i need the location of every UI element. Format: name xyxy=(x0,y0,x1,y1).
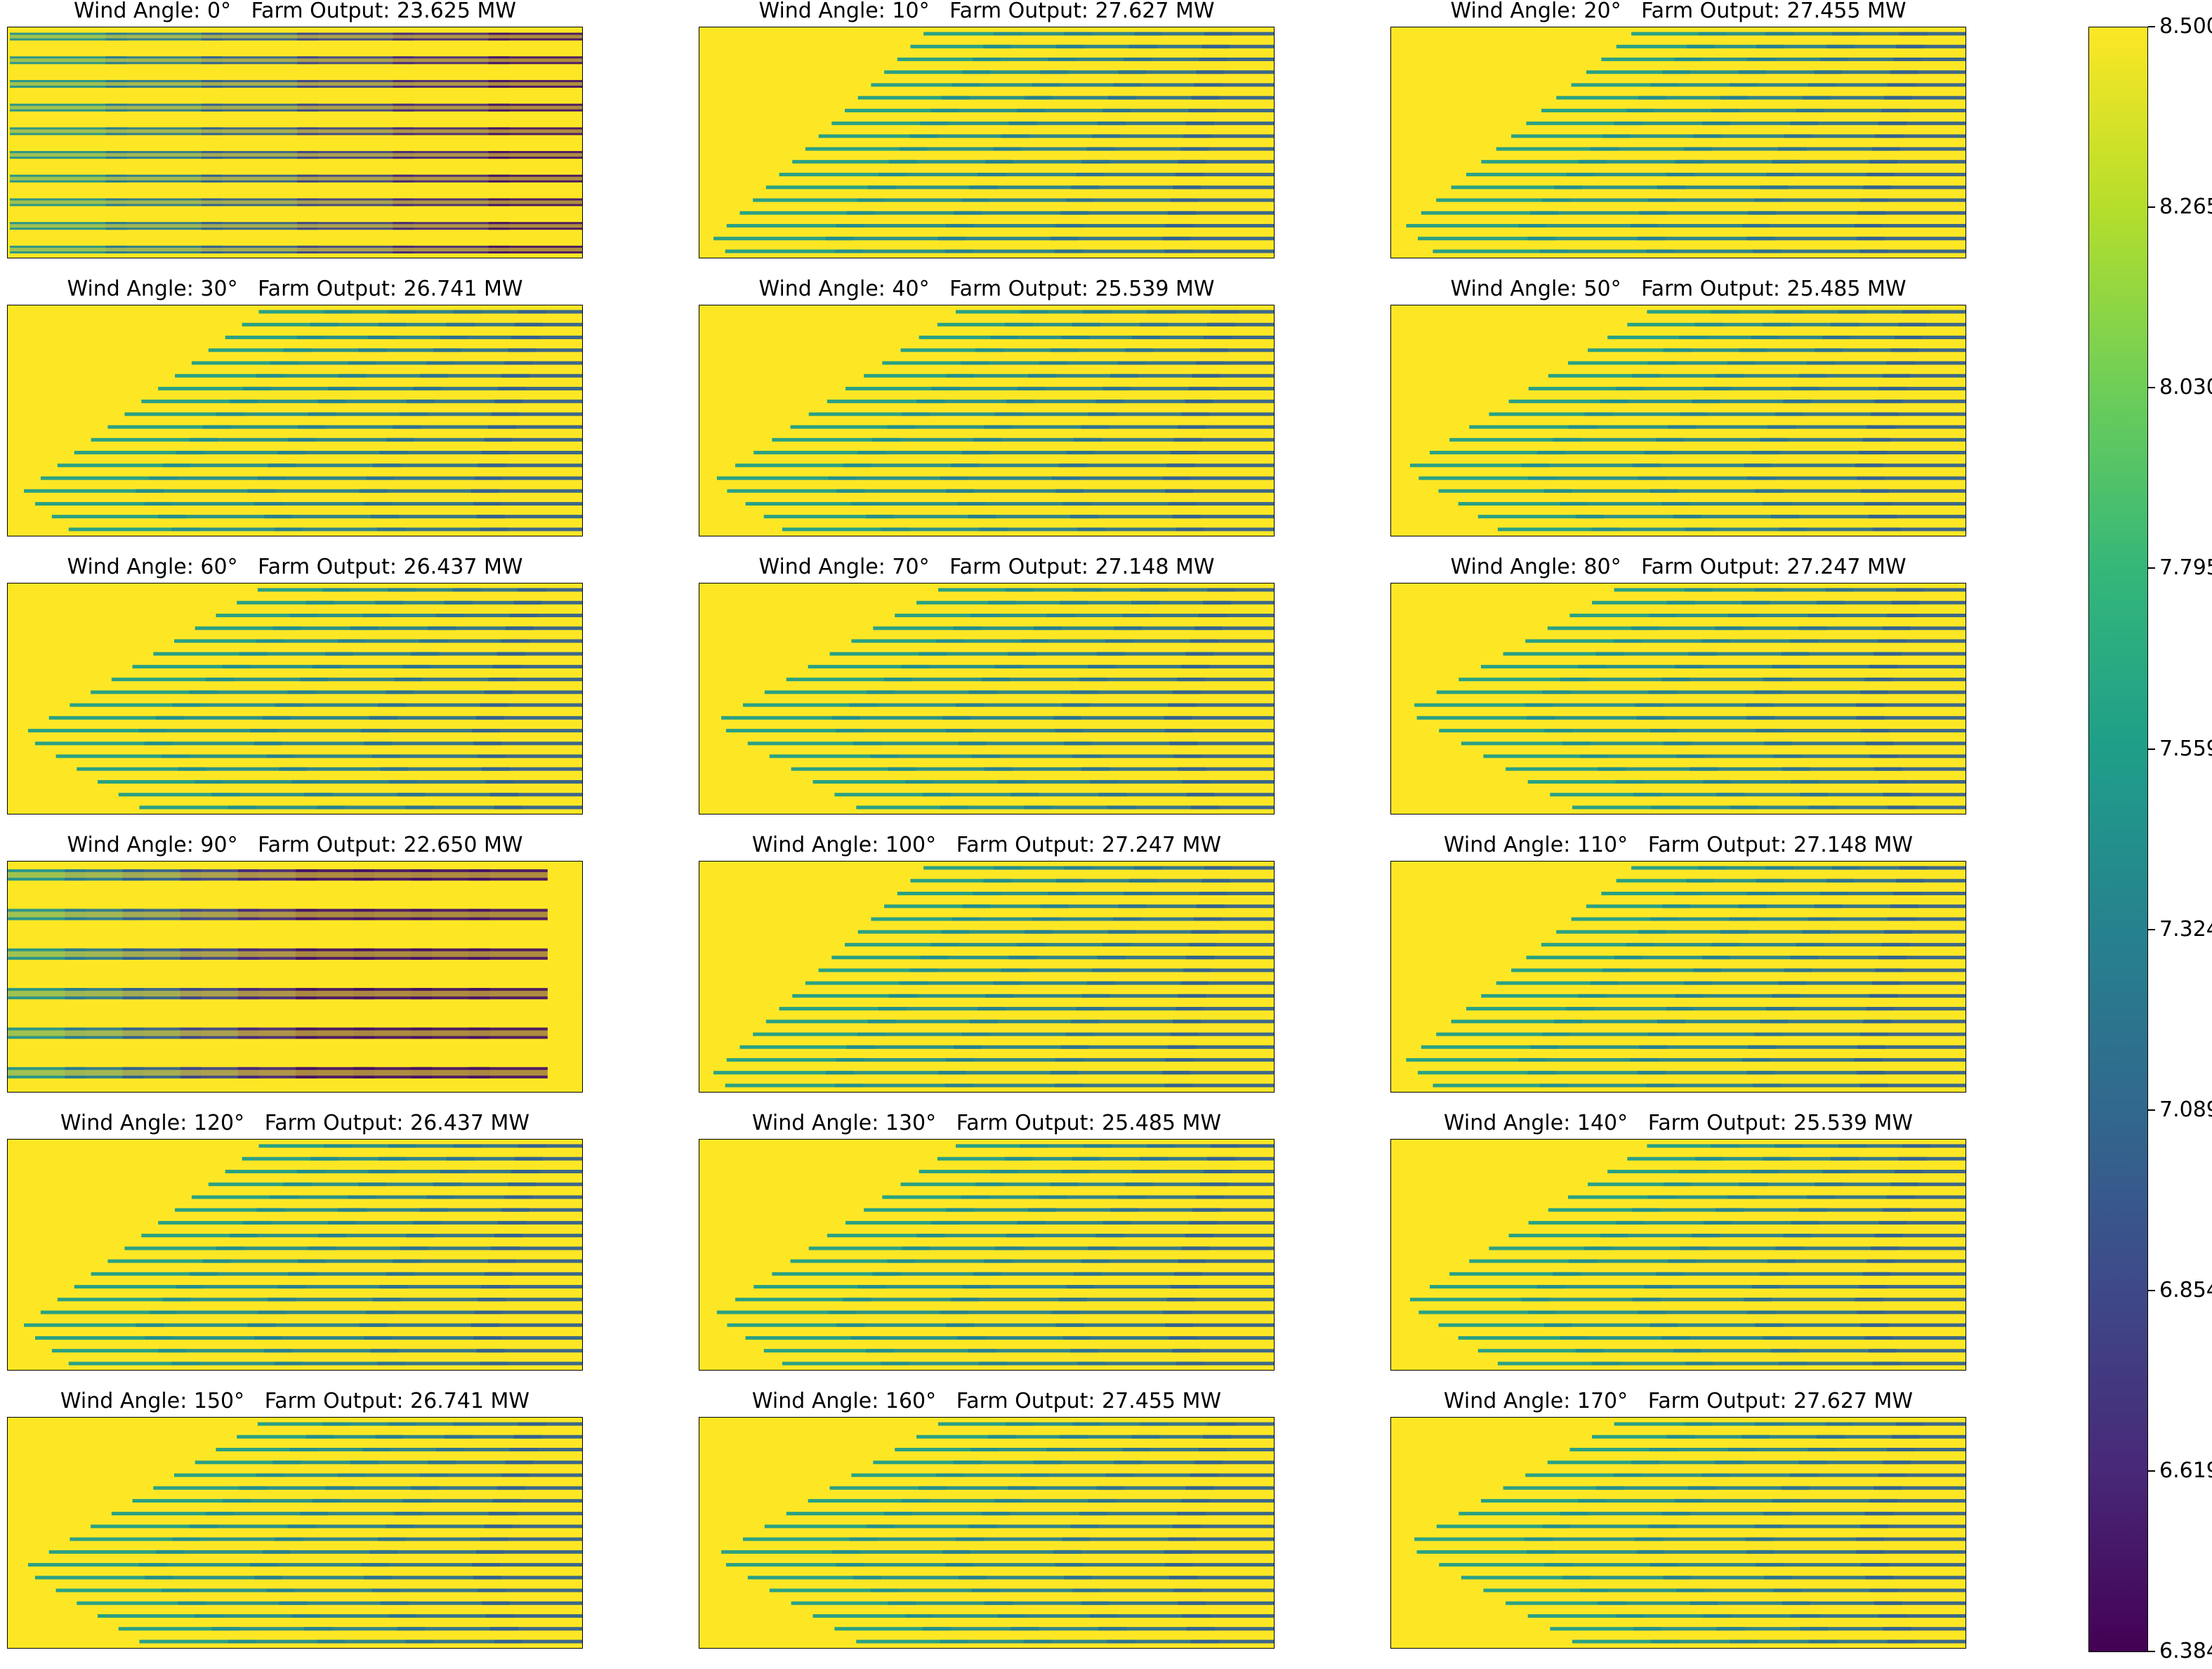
wake-panel: Wind Angle: 40° Farm Output: 25.539 MW xyxy=(699,305,1275,536)
panel-frame xyxy=(7,861,583,1093)
panel-title: Wind Angle: 70° Farm Output: 27.148 MW xyxy=(699,555,1275,580)
wake-panel: Wind Angle: 10° Farm Output: 27.627 MW xyxy=(699,27,1275,258)
panel-title: Wind Angle: 90° Farm Output: 22.650 MW xyxy=(7,833,583,858)
wake-panel: Wind Angle: 50° Farm Output: 25.485 MW xyxy=(1390,305,1966,536)
colorbar-tick-label: 6.619 xyxy=(2159,1459,2212,1483)
panel-frame xyxy=(1390,1139,1966,1371)
wake-panel: Wind Angle: 0° Farm Output: 23.625 MW xyxy=(7,27,583,258)
panel-frame xyxy=(1390,861,1966,1093)
wake-panel: Wind Angle: 120° Farm Output: 26.437 MW xyxy=(7,1139,583,1371)
colorbar-tick-label: 6.384 xyxy=(2159,1640,2212,1663)
panel-title: Wind Angle: 50° Farm Output: 25.485 MW xyxy=(1390,277,1966,302)
colorbar-tick xyxy=(2148,1290,2155,1291)
panel-title: Wind Angle: 150° Farm Output: 26.741 MW xyxy=(7,1389,583,1414)
panel-title: Wind Angle: 10° Farm Output: 27.627 MW xyxy=(699,0,1275,24)
panel-frame xyxy=(699,305,1275,536)
panel-frame xyxy=(699,861,1275,1093)
wake-panel: Wind Angle: 20° Farm Output: 27.455 MW xyxy=(1390,27,1966,258)
wake-panel: Wind Angle: 70° Farm Output: 27.148 MW xyxy=(699,583,1275,814)
colorbar-tick xyxy=(2148,748,2155,750)
panel-title: Wind Angle: 160° Farm Output: 27.455 MW xyxy=(699,1389,1275,1414)
panel-frame xyxy=(7,1417,583,1649)
panel-title: Wind Angle: 110° Farm Output: 27.148 MW xyxy=(1390,833,1966,858)
wake-panel: Wind Angle: 80° Farm Output: 27.247 MW xyxy=(1390,583,1966,814)
panel-title: Wind Angle: 60° Farm Output: 26.437 MW xyxy=(7,555,583,580)
wake-panel: Wind Angle: 150° Farm Output: 26.741 MW xyxy=(7,1417,583,1649)
panel-title: Wind Angle: 120° Farm Output: 26.437 MW xyxy=(7,1111,583,1136)
wake-panel: Wind Angle: 170° Farm Output: 27.627 MW xyxy=(1390,1417,1966,1649)
colorbar-tick-label: 8.265 xyxy=(2159,195,2212,219)
colorbar-tick xyxy=(2148,1109,2155,1111)
panel-frame xyxy=(1390,27,1966,258)
wake-panel: Wind Angle: 140° Farm Output: 25.539 MW xyxy=(1390,1139,1966,1371)
colorbar-tick-label: 7.089 xyxy=(2159,1098,2212,1122)
panel-frame xyxy=(7,27,583,258)
colorbar-tick-label: 6.854 xyxy=(2159,1279,2212,1302)
panel-title: Wind Angle: 140° Farm Output: 25.539 MW xyxy=(1390,1111,1966,1136)
colorbar-tick-label: 8.500 xyxy=(2159,15,2212,39)
wake-panel: Wind Angle: 130° Farm Output: 25.485 MW xyxy=(699,1139,1275,1371)
panel-frame xyxy=(699,1417,1275,1649)
panel-frame xyxy=(7,1139,583,1371)
panel-title: Wind Angle: 30° Farm Output: 26.741 MW xyxy=(7,277,583,302)
wake-panel: Wind Angle: 100° Farm Output: 27.247 MW xyxy=(699,861,1275,1093)
wake-panel: Wind Angle: 110° Farm Output: 27.148 MW xyxy=(1390,861,1966,1093)
panel-frame xyxy=(699,27,1275,258)
colorbar-tick-label: 8.030 xyxy=(2159,376,2212,400)
panel-frame xyxy=(699,583,1275,814)
panel-title: Wind Angle: 0° Farm Output: 23.625 MW xyxy=(7,0,583,24)
colorbar-frame xyxy=(2088,27,2148,1652)
colorbar-tick-label: 7.324 xyxy=(2159,918,2212,942)
panel-frame xyxy=(1390,583,1966,814)
panel-title: Wind Angle: 80° Farm Output: 27.247 MW xyxy=(1390,555,1966,580)
panel-title: Wind Angle: 130° Farm Output: 25.485 MW xyxy=(699,1111,1275,1136)
colorbar-tick xyxy=(2148,1470,2155,1472)
colorbar-tick xyxy=(2148,206,2155,208)
colorbar-tick xyxy=(2148,26,2155,27)
colorbar-tick xyxy=(2148,387,2155,388)
wake-panel: Wind Angle: 30° Farm Output: 26.741 MW xyxy=(7,305,583,536)
colorbar-tick-label: 7.795 xyxy=(2159,556,2212,580)
panel-frame xyxy=(1390,305,1966,536)
panel-title: Wind Angle: 40° Farm Output: 25.539 MW xyxy=(699,277,1275,302)
panel-frame xyxy=(7,305,583,536)
panel-frame xyxy=(1390,1417,1966,1649)
panel-title: Wind Angle: 20° Farm Output: 27.455 MW xyxy=(1390,0,1966,24)
panel-frame xyxy=(699,1139,1275,1371)
panel-title: Wind Angle: 100° Farm Output: 27.247 MW xyxy=(699,833,1275,858)
panel-title: Wind Angle: 170° Farm Output: 27.627 MW xyxy=(1390,1389,1966,1414)
colorbar-tick xyxy=(2148,567,2155,569)
wake-panel: Wind Angle: 60° Farm Output: 26.437 MW xyxy=(7,583,583,814)
colorbar-tick xyxy=(2148,929,2155,930)
panel-frame xyxy=(7,583,583,814)
wake-panel: Wind Angle: 160° Farm Output: 27.455 MW xyxy=(699,1417,1275,1649)
colorbar-tick xyxy=(2148,1651,2155,1652)
wake-panel: Wind Angle: 90° Farm Output: 22.650 MW xyxy=(7,861,583,1093)
colorbar-tick-label: 7.559 xyxy=(2159,737,2212,761)
